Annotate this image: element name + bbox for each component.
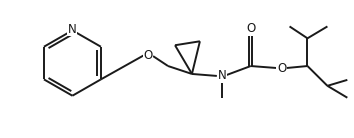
Text: N: N [68,23,77,36]
Text: O: O [246,22,255,35]
Text: N: N [217,69,226,82]
Text: O: O [143,49,153,62]
Text: O: O [277,62,286,75]
